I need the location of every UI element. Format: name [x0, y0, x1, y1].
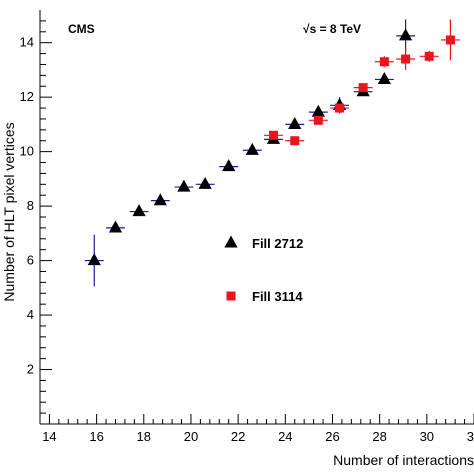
x-tick-label: 30 [420, 429, 434, 444]
triangle-marker [377, 72, 391, 85]
data-point [219, 159, 239, 172]
data-point [285, 136, 305, 146]
data-point [330, 103, 349, 113]
axes: 141618202224262830322468101214 [20, 10, 474, 444]
square-marker [401, 54, 411, 64]
triangle-marker [222, 159, 236, 172]
triangle-marker [108, 220, 123, 233]
square-marker [290, 136, 300, 146]
square-marker [379, 57, 389, 67]
square-marker [358, 83, 368, 93]
data-point [174, 179, 194, 192]
data-point [106, 220, 125, 233]
legend: Fill 2712 Fill 3114 [224, 235, 303, 304]
x-tick-label: 22 [231, 429, 245, 444]
x-tick-label: 18 [137, 429, 151, 444]
x-tick-label: 14 [42, 429, 56, 444]
legend-label: Fill 2712 [252, 236, 303, 251]
x-tick-label: 16 [89, 429, 103, 444]
y-tick-label: 2 [27, 362, 34, 377]
y-tick-label: 4 [27, 307, 34, 322]
x-tick-label: 20 [184, 429, 198, 444]
triangle-marker [153, 193, 167, 206]
square-marker [269, 130, 279, 140]
x-tick-label: 28 [372, 429, 386, 444]
triangle-marker [311, 104, 325, 117]
data-point [150, 193, 170, 206]
data-point [308, 104, 328, 117]
data-point [353, 83, 373, 93]
data-point [129, 204, 149, 217]
data-point [242, 142, 262, 155]
triangle-marker [288, 116, 302, 129]
x-tick-label: 26 [325, 429, 339, 444]
square-marker [445, 35, 455, 45]
triangle-marker [177, 179, 191, 192]
data-point [419, 50, 439, 62]
legend-label: Fill 3114 [252, 289, 303, 304]
data-point [396, 19, 416, 53]
y-axis-title: Number of HLT pixel vertices [1, 122, 17, 301]
triangle-marker [132, 204, 146, 217]
legend-item: Fill 3114 [226, 289, 303, 304]
data-point [264, 130, 283, 140]
triangle-marker [245, 142, 259, 155]
data-point [84, 234, 104, 287]
x-tick-label: 32 [467, 429, 474, 444]
data-point [195, 176, 215, 189]
data-series [84, 19, 460, 287]
y-tick-label: 6 [27, 253, 34, 268]
data-point [374, 72, 394, 85]
y-tick-label: 10 [20, 144, 34, 159]
triangle-marker [398, 28, 413, 41]
triangle-marker [198, 176, 212, 189]
legend-triangle-marker [224, 235, 238, 248]
y-tick-label: 14 [20, 35, 34, 50]
series-fill-2712 [84, 19, 416, 287]
series-fill-3114 [264, 19, 460, 146]
y-tick-label: 12 [20, 89, 34, 104]
data-point [374, 56, 394, 68]
square-marker [313, 115, 323, 125]
data-point [440, 19, 460, 61]
y-tick-label: 8 [27, 198, 34, 213]
legend-square-marker [226, 291, 236, 301]
square-marker [335, 103, 345, 113]
experiment-label: CMS [68, 22, 95, 36]
square-marker [424, 51, 434, 61]
triangle-marker [87, 253, 101, 266]
data-point [396, 48, 416, 70]
legend-item: Fill 2712 [224, 235, 303, 251]
x-tick-label: 24 [278, 429, 292, 444]
data-point [308, 115, 328, 125]
energy-label: √s = 8 TeV [303, 22, 361, 36]
data-point [285, 116, 305, 129]
x-axis-title: Number of interactions [333, 452, 474, 468]
